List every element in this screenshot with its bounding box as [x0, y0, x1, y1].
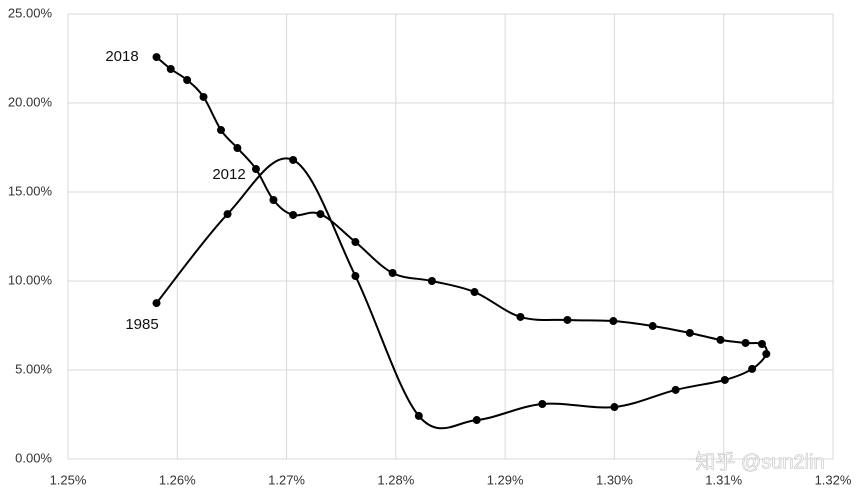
point: [269, 196, 278, 205]
y-tick-label: 5.00%: [15, 361, 52, 376]
y-tick-label: 15.00%: [8, 183, 53, 198]
y-tick-label: 10.00%: [8, 272, 53, 287]
point: [648, 322, 657, 331]
x-tick-label: 1.29%: [487, 472, 524, 487]
x-tick-label: 1.25%: [50, 472, 87, 487]
point: [316, 210, 325, 219]
point: [251, 165, 260, 174]
point: [748, 364, 757, 373]
y-tick-label: 20.00%: [8, 94, 53, 109]
point: [217, 126, 225, 135]
line: [155, 56, 768, 430]
x-tick-label: 1.30%: [596, 472, 633, 487]
y-tick-label: 25.00%: [8, 5, 53, 20]
point: [671, 385, 680, 394]
point: [610, 403, 619, 412]
x-tick-label: 1.26%: [159, 472, 196, 487]
point: [199, 92, 208, 101]
point: [152, 299, 161, 308]
point: [166, 65, 175, 74]
x-tick-label: 1.32%: [815, 472, 852, 487]
point: [223, 210, 232, 219]
point: [538, 399, 547, 408]
point: [720, 375, 729, 384]
x-tick-label: 1.31%: [705, 472, 742, 487]
annotation: 1985: [125, 316, 158, 333]
point: [289, 210, 298, 219]
point: [414, 411, 423, 420]
watermark: 知乎 @sun2lin: [695, 450, 824, 473]
point: [716, 335, 725, 344]
point: [762, 349, 771, 358]
annotation: 2012: [212, 166, 245, 183]
point: [351, 272, 360, 281]
point: [388, 268, 397, 277]
point: [427, 277, 436, 285]
point: [472, 416, 481, 425]
y-tick-label: 0.00%: [15, 450, 52, 465]
annotation: 2018: [105, 48, 138, 65]
point: [563, 315, 572, 324]
point: [183, 76, 192, 85]
point: [757, 340, 766, 349]
point: [233, 144, 242, 153]
point: [289, 155, 298, 164]
point: [741, 338, 750, 347]
x-tick-label: 1.27%: [268, 472, 305, 487]
point: [685, 328, 694, 337]
point: [470, 288, 479, 297]
point: [351, 238, 360, 247]
point: [152, 53, 161, 62]
point: [516, 312, 525, 321]
x-tick-label: 1.28%: [377, 472, 414, 487]
point: [609, 317, 618, 326]
